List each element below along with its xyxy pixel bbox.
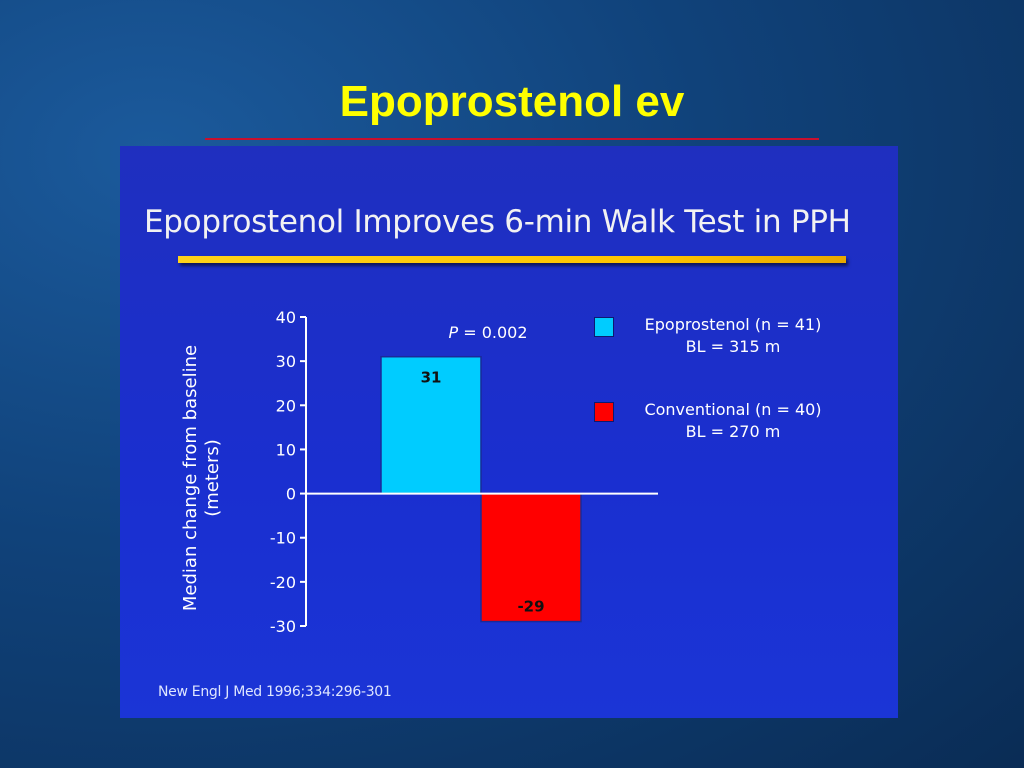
bar-chart: 40 30 20 10 0 -10 -20 -30 31 -29 P = 0.002 xyxy=(270,308,658,636)
bar-value-label: 31 xyxy=(421,369,442,387)
chart-title-underline xyxy=(178,256,846,263)
y-tick-label: 0 xyxy=(286,485,296,504)
y-tick-label: 10 xyxy=(276,440,296,459)
bar-conventional xyxy=(480,492,582,623)
citation: New Engl J Med 1996;334:296-301 xyxy=(158,684,392,700)
bar-value-label: -29 xyxy=(517,598,544,616)
legend-conventional: Conventional (n = 40) BL = 270 m xyxy=(630,399,836,443)
bar-epoprostenol xyxy=(380,355,482,495)
y-tick-label: 20 xyxy=(276,396,296,415)
legend-swatch-epoprostenol xyxy=(594,317,614,337)
legend-conventional-name: Conventional (n = 40) xyxy=(644,400,822,419)
legend-epoprostenol-baseline: BL = 315 m xyxy=(685,337,781,356)
y-tick-label: -20 xyxy=(270,573,296,592)
p-value-annotation: P = 0.002 xyxy=(448,323,527,342)
y-tick-label: 40 xyxy=(276,308,296,327)
chart-panel: Epoprostenol Improves 6-min Walk Test in… xyxy=(120,146,898,718)
legend-swatch-conventional xyxy=(594,402,614,422)
y-tick-label: -30 xyxy=(270,617,296,636)
legend-epoprostenol-name: Epoprostenol (n = 41) xyxy=(644,315,822,334)
y-tick-label: 30 xyxy=(276,352,296,371)
y-tick-label: -10 xyxy=(270,529,296,548)
slide-title: Epoprostenol ev xyxy=(339,77,685,126)
legend-conventional-baseline: BL = 270 m xyxy=(685,422,781,441)
chart-title: Epoprostenol Improves 6-min Walk Test in… xyxy=(144,204,851,240)
p-value-symbol: P xyxy=(448,323,458,342)
legend-epoprostenol: Epoprostenol (n = 41) BL = 315 m xyxy=(630,314,836,358)
title-underline xyxy=(205,138,819,140)
p-value-text: = 0.002 xyxy=(458,323,527,342)
